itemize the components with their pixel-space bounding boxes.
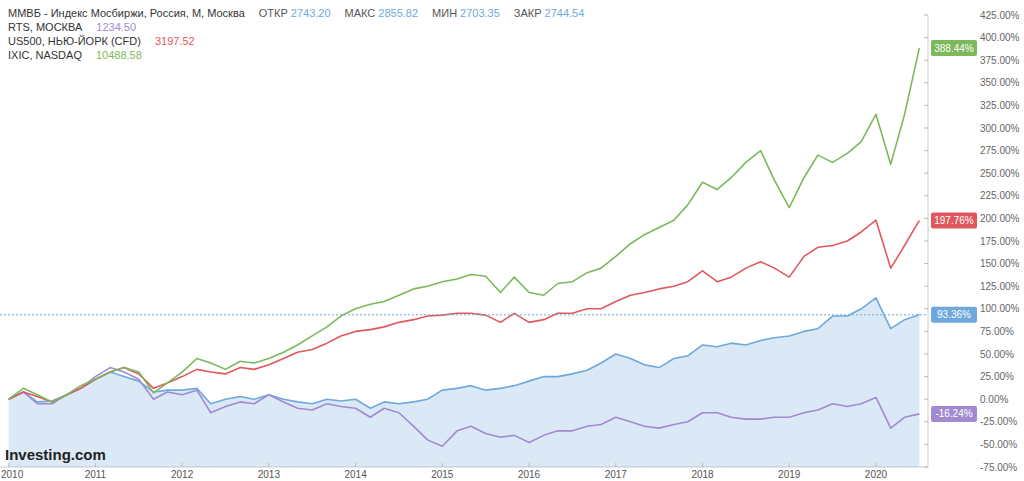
x-tick-label: 2011	[85, 469, 107, 480]
y-tick-label: 175.00%	[980, 236, 1020, 247]
x-tick-label: 2015	[431, 469, 454, 480]
legend-ohlc-value: 2855.82	[378, 7, 418, 19]
x-tick	[182, 463, 183, 467]
y-tick-label: 400.00%	[980, 32, 1020, 43]
x-tick	[615, 463, 616, 467]
last-value-badge	[931, 307, 977, 323]
legend-ohlc-value: 2744.54	[545, 7, 585, 19]
y-tick	[924, 82, 928, 83]
legend-ohlc-value: 2743.20	[291, 7, 331, 19]
y-tick	[924, 218, 928, 219]
last-value-badge	[931, 212, 977, 228]
last-value-label: 388.44%	[934, 43, 974, 54]
legend-quote: 3197.52	[155, 35, 195, 47]
y-tick-label: 0.00%	[980, 394, 1008, 405]
y-tick	[924, 105, 928, 106]
legend-ohlc-label: ОТКР	[259, 7, 288, 19]
y-tick	[924, 399, 928, 400]
legend-name: RTS, МОСКВА	[8, 21, 83, 33]
legend-entry: RTS, МОСКВА 1234.50	[8, 21, 136, 33]
legend-entry: IXIC, NASDAQ 10488.58	[8, 49, 142, 61]
y-tick-label: 375.00%	[980, 55, 1020, 66]
y-tick-label: 325.00%	[980, 100, 1020, 111]
source-logo: Investing.com	[5, 446, 106, 463]
x-tick-label: 2010	[1, 469, 24, 480]
x-tick-label: 2016	[518, 469, 541, 480]
x-tick	[789, 463, 790, 467]
series-group	[0, 48, 928, 467]
y-tick	[924, 286, 928, 287]
y-tick	[924, 241, 928, 242]
x-tick-label: 2017	[605, 469, 628, 480]
last-value-label: 197.76%	[934, 215, 974, 226]
last-value-label: 93.36%	[937, 309, 971, 320]
y-tick-label: 25.00%	[980, 371, 1014, 382]
x-tick-label: 2020	[865, 469, 888, 480]
y-tick-label: -50.00%	[980, 439, 1017, 450]
x-tick	[268, 463, 269, 467]
legend-entry: US500, НЬЮ-ЙОРК (CFD) 3197.52	[8, 35, 195, 47]
price-line	[0, 314, 928, 315]
x-tick-label: 2013	[258, 469, 281, 480]
legend-quote: 10488.58	[96, 49, 142, 61]
y-tick	[924, 195, 928, 196]
y-tick	[924, 263, 928, 264]
series-line	[9, 48, 920, 402]
y-tick	[924, 444, 928, 445]
legend-name: ММВБ - Индекс Мосбиржи, Россия, М, Москв…	[8, 7, 246, 19]
y-tick	[924, 308, 928, 309]
x-tick-label: 2018	[691, 469, 714, 480]
series-line	[9, 220, 920, 402]
y-tick	[924, 331, 928, 332]
legend-ohlc-label: МИН	[432, 7, 457, 19]
y-tick	[924, 128, 928, 129]
x-tick-label: 2014	[344, 469, 367, 480]
x-tick	[442, 463, 443, 467]
y-tick	[924, 354, 928, 355]
legend-ohlc-label: ЗАКР	[514, 7, 542, 19]
y-tick	[924, 467, 928, 468]
legend-entry: ММВБ - Индекс Мосбиржи, Россия, М, Москв…	[8, 7, 584, 19]
last-value-label: -16.24%	[935, 408, 972, 419]
y-tick	[924, 37, 928, 38]
y-tick-label: 50.00%	[980, 349, 1014, 360]
y-tick-label: 125.00%	[980, 281, 1020, 292]
x-tick-label: 2019	[778, 469, 801, 480]
y-tick	[924, 173, 928, 174]
y-tick	[924, 376, 928, 377]
y-tick-label: 150.00%	[980, 258, 1020, 269]
y-tick-label: -75.00%	[980, 462, 1017, 473]
y-tick-label: 100.00%	[980, 303, 1020, 314]
y-tick-label: 225.00%	[980, 190, 1020, 201]
y-tick	[924, 421, 928, 422]
y-tick-label: 275.00%	[980, 145, 1020, 156]
y-tick	[924, 150, 928, 151]
legend-name: IXIC, NASDAQ	[8, 49, 82, 61]
legend-quote: 1234.50	[96, 21, 136, 33]
chart: 2010 2011 2012 2013 2014 2015 2016 2017 2018 2019…	[0, 0, 1024, 481]
legend-ohlc-label: МАКС	[345, 7, 376, 19]
y-tick-label: 350.00%	[980, 77, 1020, 88]
x-tick-label: 2012	[171, 469, 194, 480]
last-value-badge	[931, 40, 977, 56]
x-tick	[95, 463, 96, 467]
last-value-badge	[931, 406, 977, 422]
y-tick	[924, 60, 928, 61]
x-tick	[875, 463, 876, 467]
y-tick-label: 250.00%	[980, 168, 1020, 179]
background	[0, 0, 1024, 481]
x-tick	[355, 463, 356, 467]
x-tick	[8, 463, 9, 467]
legend-name: US500, НЬЮ-ЙОРК (CFD)	[8, 35, 141, 47]
y-tick-label: 75.00%	[980, 326, 1014, 337]
x-tick	[702, 463, 703, 467]
y-tick-label: 200.00%	[980, 213, 1020, 224]
y-tick	[924, 15, 928, 16]
legend-ohlc-value: 2703.35	[460, 7, 500, 19]
y-tick-label: 300.00%	[980, 123, 1020, 134]
y-tick-label: -25.00%	[980, 416, 1017, 427]
y-tick-label: 425.00%	[980, 10, 1020, 21]
x-tick	[529, 463, 530, 467]
